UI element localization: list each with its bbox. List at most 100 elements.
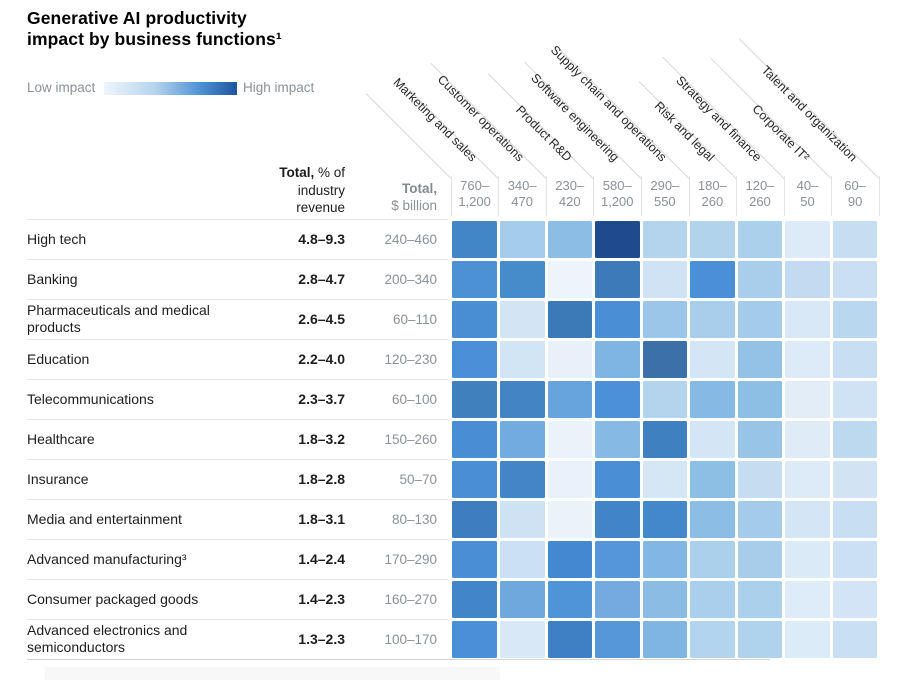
heatmap-cell xyxy=(642,221,688,258)
heatmap-cell xyxy=(452,301,497,338)
row-separator xyxy=(27,459,448,460)
heatmap-cell xyxy=(452,621,497,658)
row-pct-value: 1.8–3.2 xyxy=(298,431,345,448)
header-divider-vline xyxy=(783,176,785,216)
header-divider-vline xyxy=(736,176,738,216)
header-divider-vline xyxy=(450,176,452,216)
heatmap-cell xyxy=(832,381,878,418)
heatmap-cell xyxy=(785,261,830,298)
heatmap-cell xyxy=(690,381,735,418)
heatmap-cell xyxy=(499,381,545,418)
heatmap-cell xyxy=(547,341,593,378)
heatmap-cell xyxy=(737,341,783,378)
heatmap-cell xyxy=(642,461,688,498)
heatmap-cell xyxy=(499,341,545,378)
header-divider-vline xyxy=(498,176,500,216)
row-pct-value: 2.8–4.7 xyxy=(298,271,345,288)
heatmap-cell xyxy=(690,541,735,578)
row-label: Advanced electronics and semiconductors xyxy=(27,622,188,656)
row-label: Telecommunications xyxy=(27,390,154,407)
heatmap-cell xyxy=(452,261,497,298)
row-label: Pharmaceuticals and medical products xyxy=(27,302,210,336)
row-separator xyxy=(27,339,448,340)
heatmap-cell xyxy=(785,341,830,378)
heatmap-cell xyxy=(785,381,830,418)
header-divider-vline xyxy=(641,176,643,216)
col-total-range: 290– 550 xyxy=(650,178,680,209)
header-divider-vline xyxy=(831,176,833,216)
heatmap-cell xyxy=(547,221,593,258)
heatmap-cell xyxy=(499,621,545,658)
row-separator xyxy=(27,579,448,580)
row-billion-value: 150–260 xyxy=(384,431,437,447)
column-totals-header-rest: $ billion xyxy=(391,197,437,213)
heatmap-cell xyxy=(595,621,640,658)
heatmap-cell xyxy=(547,541,593,578)
heatmap-cell xyxy=(832,301,878,338)
heatmap-cell xyxy=(595,541,640,578)
row-pct-value: 1.8–3.1 xyxy=(298,511,345,528)
col-total-range: 760– 1,200 xyxy=(458,178,491,209)
heatmap-cell xyxy=(547,501,593,538)
row-values-header-line3: revenue xyxy=(296,200,345,215)
row-values-header-bold: Total, xyxy=(279,165,315,180)
heatmap-cell xyxy=(690,581,735,618)
heatmap-cell xyxy=(737,621,783,658)
row-label: Media and entertainment xyxy=(27,510,182,527)
header-divider-vline xyxy=(688,176,690,216)
heatmap-cell xyxy=(737,581,783,618)
heatmap-cell xyxy=(642,261,688,298)
heatmap-cell xyxy=(452,461,497,498)
heatmap-cell xyxy=(737,501,783,538)
heatmap-cell xyxy=(832,221,878,258)
heatmap-cell xyxy=(642,621,688,658)
row-billion-value: 60–100 xyxy=(391,391,437,407)
heatmap-cell xyxy=(832,581,878,618)
column-totals-header: Total, $ billion xyxy=(355,181,437,214)
row-separator xyxy=(27,539,448,540)
heatmap-cell xyxy=(737,421,783,458)
heatmap-cell xyxy=(832,261,878,298)
row-separator xyxy=(27,499,448,500)
heatmap-cell xyxy=(499,261,545,298)
heatmap-cell xyxy=(595,461,640,498)
heatmap-cell xyxy=(642,541,688,578)
header-diagonal-line xyxy=(365,93,452,179)
row-billion-value: 100–170 xyxy=(384,631,437,647)
heatmap-cell xyxy=(595,341,640,378)
heatmap-cell xyxy=(642,341,688,378)
row-values-header-rest: % of xyxy=(314,165,345,180)
heatmap-cell xyxy=(785,421,830,458)
row-label: Banking xyxy=(27,270,78,287)
heatmap-cell xyxy=(499,541,545,578)
heatmap-cell xyxy=(785,301,830,338)
heatmap-cell xyxy=(499,501,545,538)
col-header-label: Strategy and finance xyxy=(673,73,765,165)
heatmap-cell xyxy=(499,461,545,498)
heatmap-cell xyxy=(547,381,593,418)
heatmap-cell xyxy=(595,501,640,538)
heatmap-cell xyxy=(595,421,640,458)
heatmap-cell xyxy=(785,461,830,498)
heatmap-cell xyxy=(642,301,688,338)
heatmap-cell xyxy=(547,461,593,498)
row-billion-value: 80–130 xyxy=(391,511,437,527)
column-totals-header-bold: Total, xyxy=(402,181,437,196)
heatmap-cell xyxy=(832,541,878,578)
header-divider-vline xyxy=(593,176,595,216)
row-label: Insurance xyxy=(27,470,89,487)
heatmap-cell xyxy=(832,341,878,378)
heatmap-cell xyxy=(832,421,878,458)
row-billion-value: 170–290 xyxy=(384,551,437,567)
row-separator xyxy=(27,259,448,260)
col-total-range: 580– 1,200 xyxy=(600,178,634,209)
row-pct-value: 1.4–2.4 xyxy=(298,551,345,568)
heatmap-cell xyxy=(832,621,878,658)
heatmap-cell xyxy=(690,301,735,338)
heatmap-cell xyxy=(547,261,593,298)
row-billion-value: 240–460 xyxy=(384,231,437,247)
heatmap-cell xyxy=(452,581,497,618)
row-billion-value: 200–340 xyxy=(384,271,437,287)
heatmap-cell xyxy=(499,581,545,618)
col-header-label: Marketing and sales xyxy=(390,75,480,165)
